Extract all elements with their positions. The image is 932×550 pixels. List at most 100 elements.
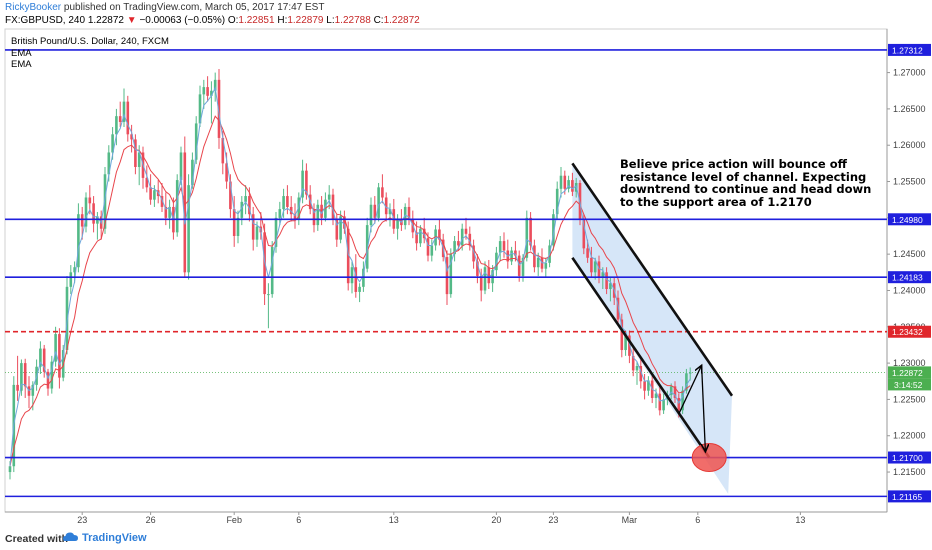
author-link[interactable]: RickyBooker [5, 2, 62, 13]
close-label: C: [373, 15, 384, 26]
candle-down [16, 384, 19, 391]
candle-down [426, 238, 430, 256]
candle-down [312, 209, 316, 226]
candle-down [225, 163, 228, 182]
candle-down [42, 348, 46, 372]
y-tick-label: 1.27000 [893, 68, 926, 78]
y-tick-label: 1.24000 [893, 285, 926, 295]
candle-up [521, 257, 525, 276]
current-price-label: 1.22872 [892, 368, 923, 378]
candle-up [73, 267, 76, 273]
channel-lower-line [571, 257, 711, 459]
level-price-label: 1.24980 [892, 215, 923, 225]
candle-up [449, 254, 453, 295]
countdown-tag [888, 378, 931, 391]
candle-up [510, 250, 513, 262]
candle-up [236, 217, 240, 236]
candle-down [118, 116, 122, 122]
close-value: 1.22872 [383, 15, 420, 26]
x-tick-label: 23 [548, 515, 558, 525]
candle-down [479, 275, 483, 291]
candle-up [430, 245, 434, 256]
candle-up [153, 190, 156, 200]
candle-up [107, 152, 111, 175]
candle-down [517, 255, 521, 276]
candle-up [278, 209, 282, 218]
candle-up [688, 372, 692, 374]
candle-down [422, 228, 426, 239]
candle-down [407, 206, 411, 220]
current-price-tag [888, 366, 931, 379]
candle-up [50, 361, 54, 389]
candle-up [555, 188, 559, 215]
candle-up [483, 267, 487, 291]
y-tick-label: 1.22500 [893, 394, 926, 404]
candle-down [457, 241, 460, 246]
projection-arrow [678, 365, 702, 415]
candle-down [248, 196, 251, 215]
candle-up [111, 134, 114, 153]
x-tick-label: Feb [226, 515, 242, 525]
ema-fast-line [9, 86, 691, 467]
candle-up [255, 226, 259, 240]
candle-down [126, 101, 130, 135]
x-tick-label: 6 [695, 515, 700, 525]
candle-down [160, 196, 164, 207]
candle-up [647, 380, 650, 391]
y-tick-label: 1.23000 [893, 358, 926, 368]
candle-up [544, 262, 548, 269]
countdown-label: 3:14:52 [894, 380, 923, 390]
candle-down [472, 245, 475, 262]
candle-up [593, 261, 597, 273]
channel-fill [572, 163, 732, 494]
level-price-tag [888, 325, 931, 338]
candle-up [403, 206, 407, 226]
candle-down [605, 272, 608, 290]
x-tick-label: Mar [622, 515, 638, 525]
tradingview-brand[interactable]: TradingView [82, 532, 147, 544]
candle-down [502, 241, 506, 251]
candle-down [206, 87, 209, 96]
candle-down [289, 206, 293, 215]
level-price-label: 1.27312 [892, 45, 923, 55]
candle-up [282, 196, 285, 210]
candle-up [681, 390, 684, 411]
candle-up [39, 348, 42, 367]
candle-down [571, 180, 574, 192]
candle-down [597, 261, 601, 278]
candle-down [58, 334, 61, 378]
candle-up [297, 197, 301, 220]
symbol-label: FX:GBPUSD, 240 [5, 15, 86, 26]
candle-up [552, 214, 555, 246]
candle-down [343, 216, 346, 229]
x-tick-label: 23 [77, 515, 87, 525]
candle-down [320, 204, 323, 218]
candle-down [232, 209, 236, 236]
candle-down [305, 170, 308, 195]
candle-down [468, 233, 472, 246]
candle-down [164, 206, 168, 218]
candle-up [77, 214, 80, 268]
candle-up [270, 246, 274, 295]
high-label: H: [277, 15, 288, 26]
candle-down [582, 219, 586, 249]
candle-down [464, 228, 468, 234]
candle-up [654, 393, 658, 398]
candle-up [635, 366, 639, 371]
candle-down [145, 177, 149, 188]
candle-down [251, 214, 255, 240]
channel-upper-line [571, 162, 734, 397]
y-tick-label: 1.21500 [893, 467, 926, 477]
open-value: 1.22851 [238, 15, 275, 26]
candle-up [301, 170, 304, 198]
candle-down [673, 386, 677, 398]
last-price: 1.22872 [87, 15, 124, 26]
x-tick-label: 13 [795, 515, 805, 525]
candle-down [134, 139, 137, 167]
candle-up [168, 206, 171, 218]
candle-down [616, 297, 620, 320]
level-price-tag [888, 213, 931, 226]
candle-down [514, 250, 517, 256]
candle-up [202, 87, 206, 95]
